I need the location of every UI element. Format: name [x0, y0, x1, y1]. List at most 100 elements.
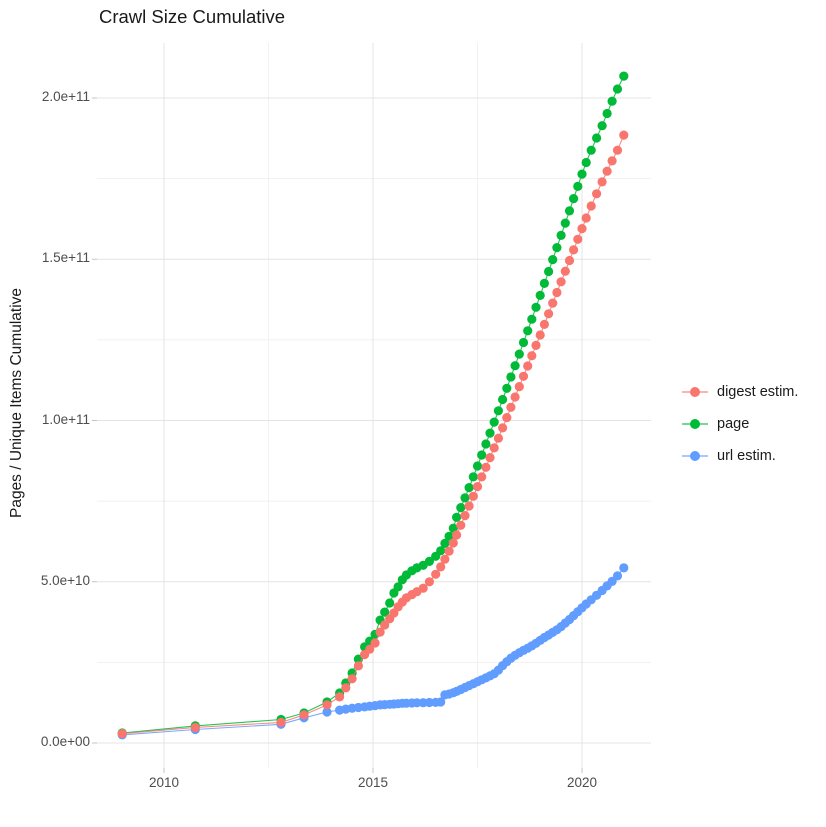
- digest_estim-point: [365, 644, 375, 654]
- legend-key-dot-icon: [690, 387, 700, 397]
- digest_estim-point: [117, 729, 127, 739]
- legend-item-digest-estim: digest estim.: [682, 376, 798, 408]
- digest_estim-point: [380, 620, 390, 630]
- page-point: [464, 483, 474, 493]
- digest_estim-point: [531, 340, 541, 350]
- page-point: [506, 372, 516, 382]
- page-point: [436, 546, 446, 556]
- digest_estim-point: [418, 583, 428, 593]
- page-point: [477, 450, 487, 460]
- legend-label-digest-estim: digest estim.: [717, 384, 799, 400]
- digest_estim-point: [424, 577, 434, 587]
- page-point: [456, 503, 466, 513]
- y-tick-label: 0.0e+00: [40, 734, 90, 749]
- digest_estim-point: [573, 234, 583, 244]
- digest_estim-point: [569, 245, 579, 255]
- page-point: [481, 439, 491, 449]
- page-point: [523, 326, 533, 336]
- digest_estim-point: [619, 130, 629, 140]
- digest_estim-point: [190, 722, 200, 733]
- digest_estim-point: [299, 710, 309, 720]
- digest_estim-point: [581, 213, 591, 223]
- y-tick-label: 2.0e+11: [41, 89, 90, 104]
- digest_estim-point: [544, 309, 554, 319]
- page-point: [448, 523, 458, 533]
- digest_estim-point: [353, 661, 363, 671]
- digest_estim-point: [577, 224, 587, 234]
- page-point: [556, 230, 566, 240]
- page-point: [573, 181, 583, 191]
- digest_estim-point: [440, 554, 450, 564]
- page-point: [607, 96, 617, 106]
- page-point: [393, 582, 403, 592]
- page-point: [440, 538, 450, 549]
- page-point: [597, 121, 607, 131]
- digest_estim-point: [341, 683, 351, 693]
- digest_estim-point: [370, 638, 380, 648]
- digest_estim-point: [498, 423, 508, 433]
- page-point: [518, 337, 529, 348]
- y-tick-label: 5.0e+10: [40, 572, 90, 588]
- page-point: [560, 218, 570, 228]
- digest_estim-point: [468, 491, 478, 501]
- digest_estim-point: [460, 510, 470, 521]
- digest_estim-point: [602, 166, 612, 176]
- page-point: [385, 598, 395, 608]
- page-point: [552, 243, 562, 253]
- digest_estim-point: [586, 201, 596, 211]
- page-point: [581, 157, 591, 168]
- page-point: [514, 349, 524, 359]
- digest_estim-point: [481, 462, 491, 472]
- digest_estim-point: [347, 674, 357, 684]
- y-tick-label: 1.5e+11: [41, 250, 90, 266]
- digest_estim-point: [510, 392, 520, 402]
- digest_estim-point: [431, 569, 441, 579]
- page-point: [612, 84, 623, 94]
- digest_estim-point: [548, 298, 558, 308]
- url_estim-point: [612, 571, 623, 581]
- digest_estim-point: [276, 717, 286, 728]
- digest_estim-point: [464, 501, 474, 511]
- page-point: [493, 406, 503, 416]
- page-point: [510, 361, 520, 371]
- x-tick-label: 2010: [148, 775, 180, 790]
- legend-key-dot-icon: [690, 419, 700, 429]
- legend: digest estim. page url estim.: [682, 376, 798, 472]
- page-point: [531, 302, 541, 312]
- legend-item-url-estim: url estim.: [682, 440, 798, 472]
- digest_estim-point: [527, 351, 537, 361]
- page-point: [485, 428, 495, 438]
- digest_estim-point: [335, 692, 345, 702]
- legend-item-page: page: [682, 408, 798, 440]
- digest_estim-point: [452, 530, 462, 540]
- legend-key: [682, 386, 708, 398]
- chart-title: Crawl Size Cumulative: [99, 6, 286, 27]
- legend-key: [682, 450, 708, 462]
- page-point: [472, 461, 483, 471]
- digest_estim-point: [514, 382, 524, 392]
- page-point: [548, 255, 558, 265]
- digest_estim-point: [518, 371, 529, 381]
- legend-key: [682, 418, 708, 430]
- digest_estim-point: [612, 145, 623, 155]
- legend-key-dot-icon: [690, 451, 700, 461]
- digest_estim-point: [472, 482, 483, 492]
- digest_estim-point: [556, 277, 566, 287]
- page-point: [539, 278, 550, 288]
- page-point: [444, 531, 454, 541]
- page-point: [489, 417, 499, 427]
- digest_estim-point: [493, 433, 503, 443]
- digest_estim-point: [489, 443, 499, 453]
- page-point: [468, 472, 478, 482]
- page-point: [452, 512, 462, 522]
- digest_estim-point: [607, 156, 617, 166]
- url_estim-point: [322, 707, 332, 717]
- page-point: [424, 556, 434, 567]
- page-point: [586, 145, 596, 155]
- digest_estim-point: [322, 700, 332, 710]
- digest_estim-point: [456, 520, 466, 530]
- digest_estim-point: [502, 413, 512, 423]
- digest_estim-point: [485, 453, 495, 463]
- page-point: [527, 314, 537, 324]
- digest_estim-point: [597, 177, 607, 187]
